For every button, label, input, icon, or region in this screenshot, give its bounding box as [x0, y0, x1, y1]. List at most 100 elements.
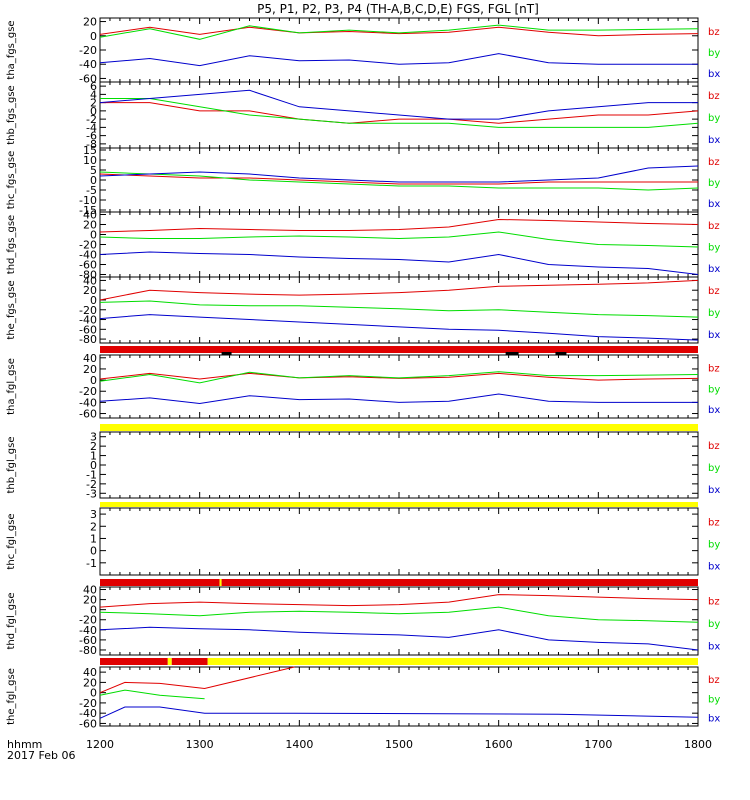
status-bar-mark [221, 352, 232, 355]
y-tick-label: 40 [83, 274, 97, 287]
y-tick-label: -40 [79, 396, 97, 409]
status-bar-segment [171, 658, 208, 665]
y-tick-label: 20 [83, 219, 97, 232]
panel-tha-fgs-gse: 200-20-40-60 tha_fgs_gse bz by bx [6, 16, 720, 86]
series-line-bx [99, 393, 698, 405]
status-bar-mark [555, 352, 567, 355]
panel-frame [99, 354, 699, 419]
legend-by: by [708, 113, 720, 124]
series-line-by [100, 98, 699, 128]
y-tick-label: -1 [86, 468, 97, 481]
y-tick-label: 5 [90, 164, 97, 177]
status-bar [100, 658, 698, 665]
x-tick-label: 1500 [385, 738, 413, 751]
series-line-by [99, 300, 699, 318]
legend-bz: bz [708, 91, 720, 102]
y-tick-label: 0 [90, 229, 97, 242]
y-tick-label: 0 [90, 545, 97, 558]
series-line-bx [99, 251, 699, 275]
legend-bx: bx [708, 641, 720, 652]
status-bar-segment [100, 424, 698, 431]
legend-by: by [708, 384, 720, 395]
legend-by: by [708, 178, 720, 189]
y-tick-label: 20 [83, 363, 97, 376]
panel-frame [99, 666, 699, 727]
y-tick-label: -15 [79, 204, 97, 217]
y-tick-label: -60 [79, 717, 97, 730]
legend-by: by [708, 463, 720, 474]
x-axis-label-date: 2017 Feb 06 [7, 749, 75, 762]
y-axis-label: tha_fgl_gse [6, 358, 17, 415]
y-tick-label: -8 [86, 138, 97, 151]
y-tick-label: 2 [90, 97, 97, 110]
legend-bz: bz [708, 27, 720, 38]
status-bar-segment [219, 579, 222, 586]
legend-bz: bz [708, 517, 720, 528]
status-bar-mark [505, 352, 519, 355]
y-tick-label: 3 [90, 508, 97, 521]
y-axis-label: tha_fgs_gse [6, 20, 17, 79]
y-tick-label: -1 [86, 557, 97, 570]
legend-bx: bx [708, 405, 720, 416]
y-tick-label: -60 [79, 634, 97, 647]
series-line-bx [99, 706, 699, 719]
legend-bx: bx [708, 562, 720, 573]
y-tick-label: -40 [79, 707, 97, 720]
y-tick-label: -2 [86, 113, 97, 126]
legend-by: by [708, 540, 720, 551]
y-axis-label: thb_fgl_gse [6, 437, 17, 494]
series-line-bz [99, 26, 699, 37]
status-bar [100, 424, 698, 431]
y-tick-label: -80 [79, 333, 97, 346]
y-tick-label: 15 [83, 144, 97, 157]
status-bar-segment [167, 658, 172, 665]
series-line-bx [99, 165, 699, 183]
y-axis-label: the_fgl_gse [6, 668, 17, 725]
y-tick-label: -40 [79, 249, 97, 262]
y-tick-label: -80 [79, 269, 97, 282]
y-tick-label: 0 [90, 374, 97, 387]
series-line-by [99, 171, 699, 191]
panel-frame [99, 507, 699, 576]
legend-bx: bx [708, 330, 720, 341]
series-line-by [99, 231, 699, 248]
series-line-bx [99, 89, 698, 120]
legend-bx: bx [708, 199, 720, 210]
legend-bz: bz [708, 286, 720, 297]
status-bar [100, 502, 698, 507]
legend-bz: bz [708, 221, 720, 232]
y-tick-label: 2 [90, 520, 97, 533]
y-tick-label: -40 [79, 624, 97, 637]
status-bar-segment [100, 658, 168, 665]
y-tick-label: -3 [86, 487, 97, 500]
legend-bx: bx [708, 69, 720, 80]
legend-by: by [708, 308, 720, 319]
series-line-bx [99, 314, 699, 341]
y-tick-label: 40 [83, 584, 97, 597]
series-line-by [99, 689, 205, 700]
x-tick-label: 1400 [285, 738, 313, 751]
status-bar-segment [100, 502, 698, 507]
series-line-bx [99, 53, 698, 67]
y-tick-label: 20 [83, 676, 97, 689]
x-tick-label: 1600 [485, 738, 513, 751]
y-tick-label: 3 [90, 431, 97, 444]
series-line-by [99, 371, 699, 384]
y-axis-label: thc_fgs_gse [6, 151, 17, 210]
legend-bz: bz [708, 441, 720, 452]
status-bar [100, 579, 699, 586]
status-bar-segment [207, 658, 698, 665]
legend-bx: bx [708, 264, 720, 275]
y-tick-label: -60 [79, 72, 97, 85]
status-bar [100, 346, 698, 355]
legend-by: by [708, 48, 720, 59]
legend-bx: bx [708, 714, 720, 725]
series-line-bz [99, 173, 698, 185]
panel-frame [99, 147, 699, 213]
